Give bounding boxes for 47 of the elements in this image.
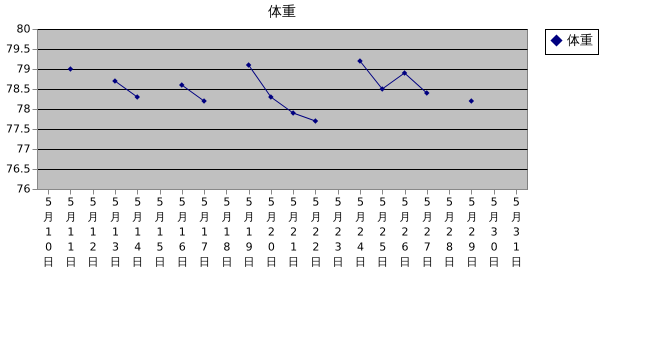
y-tick-label: 77 (16, 142, 30, 156)
x-tick-label: 5月12日 (88, 196, 99, 268)
x-tick-label: 5月17日 (199, 196, 210, 268)
x-tick-label: 5月31日 (510, 196, 522, 268)
point (312, 118, 318, 124)
x-tick-label: 5月30日 (488, 196, 500, 268)
x-tick-label: 5月10日 (43, 196, 54, 268)
point (290, 110, 296, 116)
x-tick-label: 5月15日 (154, 196, 166, 268)
point (201, 98, 207, 104)
point (357, 58, 363, 64)
x-tick-label: 5月20日 (266, 196, 277, 268)
point (379, 86, 385, 92)
point (112, 78, 118, 84)
x-tick-label: 5月16日 (176, 196, 188, 268)
x-tick-label: 5月23日 (332, 196, 344, 268)
point (468, 98, 474, 104)
y-tick-label: 78 (16, 102, 30, 116)
x-tick-label: 5月28日 (444, 196, 456, 268)
point (246, 62, 252, 68)
x-tick-label: 5月18日 (221, 196, 232, 268)
legend-label: 体重 (567, 34, 593, 48)
point (402, 70, 408, 76)
point (268, 94, 274, 100)
x-tick-label: 5月19日 (244, 196, 255, 268)
point (424, 90, 430, 96)
y-tick-label: 79 (16, 62, 30, 76)
y-tick-label: 76.5 (6, 162, 30, 176)
x-tick-label: 5月24日 (354, 196, 366, 268)
x-tick-label: 5月21日 (288, 196, 300, 268)
y-tick-label: 78.5 (6, 82, 30, 96)
y-tick-label: 76 (16, 182, 30, 196)
x-tick-label: 5月13日 (110, 196, 121, 268)
y-tick-label: 80 (16, 22, 30, 36)
x-tick-label: 5月26日 (400, 196, 410, 268)
point (134, 94, 140, 100)
x-tick-label: 5月29日 (466, 196, 478, 268)
chart-title: 体重 (268, 4, 296, 20)
point (68, 66, 74, 72)
x-tick-label: 5月25日 (377, 196, 388, 268)
x-tick-label: 5月27日 (422, 196, 433, 268)
x-tick-label: 5月11日 (65, 196, 76, 268)
point (179, 82, 185, 88)
y-tick-label: 79.5 (6, 42, 30, 56)
y-tick-label: 77.5 (6, 122, 30, 136)
x-tick-label: 5月14日 (132, 196, 144, 268)
x-tick-label: 5月22日 (310, 196, 322, 268)
